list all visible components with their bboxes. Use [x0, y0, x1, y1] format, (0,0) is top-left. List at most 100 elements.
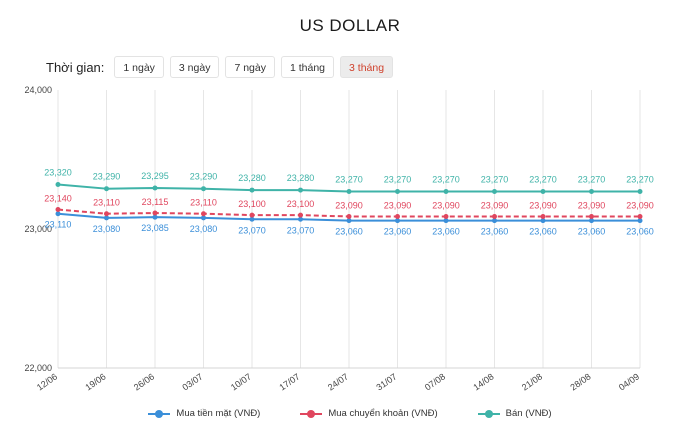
data-label-mua-ti-n-m-t-vn-1: 23,080 — [93, 224, 121, 234]
x-tick-label-2: 26/06 — [132, 371, 156, 392]
data-label-mua-ti-n-m-t-vn-9: 23,060 — [481, 227, 509, 237]
data-label-b-n-vn-10: 23,270 — [529, 174, 557, 184]
legend-item-cash-buy[interactable]: Mua tiền mặt (VNĐ) — [148, 408, 260, 419]
y-tick-label-0: 22,000 — [24, 363, 52, 373]
data-label-mua-ti-n-m-t-vn-12: 23,060 — [626, 227, 654, 237]
period-button-7-days[interactable]: 7 ngày — [225, 56, 275, 78]
data-point-mua-chuy-n-kho-n-vn-6 — [346, 213, 352, 219]
data-point-mua-chuy-n-kho-n-vn-9 — [492, 213, 497, 219]
data-label-mua-chuy-n-kho-n-vn-4: 23,100 — [238, 199, 266, 209]
data-point-mua-chuy-n-kho-n-vn-11 — [589, 213, 594, 219]
data-label-b-n-vn-3: 23,290 — [190, 172, 218, 182]
data-point-mua-ti-n-m-t-vn-12 — [637, 218, 643, 224]
data-label-mua-chuy-n-kho-n-vn-0: 23,140 — [44, 194, 72, 204]
data-point-mua-ti-n-m-t-vn-0 — [55, 211, 61, 217]
legend-swatch-cash-buy — [148, 409, 171, 419]
legend-item-transfer-buy[interactable]: Mua chuyển khoản (VNĐ) — [300, 408, 438, 419]
data-point-mua-ti-n-m-t-vn-5 — [298, 216, 303, 222]
data-label-mua-ti-n-m-t-vn-2: 23,085 — [141, 223, 169, 233]
data-point-b-n-vn-0 — [55, 182, 61, 188]
data-label-b-n-vn-2: 23,295 — [141, 171, 169, 181]
data-label-mua-chuy-n-kho-n-vn-11: 23,090 — [578, 200, 606, 210]
data-point-b-n-vn-3 — [201, 186, 206, 192]
data-point-b-n-vn-1 — [104, 186, 109, 192]
chart-legend: Mua tiền mặt (VNĐ) Mua chuyển khoản (VNĐ… — [0, 408, 700, 419]
data-point-mua-ti-n-m-t-vn-10 — [540, 218, 546, 224]
x-tick-label-9: 14/08 — [471, 371, 495, 392]
data-label-mua-chuy-n-kho-n-vn-1: 23,110 — [93, 198, 120, 208]
x-tick-label-1: 19/06 — [83, 371, 107, 392]
data-label-mua-chuy-n-kho-n-vn-6: 23,090 — [335, 200, 363, 210]
period-selector: Thời gian: 1 ngày 3 ngày 7 ngày 1 tháng … — [46, 55, 394, 79]
x-tick-label-0: 12/06 — [35, 371, 59, 392]
period-label: Thời gian: — [46, 59, 105, 75]
data-point-b-n-vn-10 — [540, 188, 546, 194]
x-tick-label-3: 03/07 — [180, 371, 204, 392]
legend-swatch-sell — [477, 409, 500, 419]
y-tick-label-2: 24,000 — [24, 85, 52, 95]
period-button-3-days[interactable]: 3 ngày — [169, 56, 220, 78]
data-label-mua-chuy-n-kho-n-vn-9: 23,090 — [481, 200, 509, 210]
legend-item-sell[interactable]: Bán (VNĐ) — [477, 408, 552, 419]
x-tick-label-5: 17/07 — [277, 371, 301, 392]
x-tick-label-12: 04/09 — [617, 371, 641, 392]
data-point-mua-ti-n-m-t-vn-9 — [492, 218, 497, 224]
data-label-mua-chuy-n-kho-n-vn-12: 23,090 — [626, 200, 654, 210]
data-point-mua-ti-n-m-t-vn-11 — [589, 218, 594, 224]
period-button-1-month[interactable]: 1 tháng — [280, 56, 335, 78]
data-label-b-n-vn-8: 23,270 — [432, 174, 460, 184]
data-point-mua-ti-n-m-t-vn-3 — [201, 215, 206, 221]
legend-label-cash-buy: Mua tiền mặt (VNĐ) — [176, 408, 261, 419]
x-tick-label-8: 07/08 — [423, 371, 447, 392]
data-point-b-n-vn-5 — [298, 187, 303, 193]
data-point-mua-ti-n-m-t-vn-4 — [249, 216, 255, 222]
legend-label-transfer-buy: Mua chuyển khoản (VNĐ) — [328, 408, 438, 419]
data-point-mua-chuy-n-kho-n-vn-4 — [249, 212, 255, 218]
x-tick-label-10: 21/08 — [520, 371, 544, 392]
data-label-b-n-vn-1: 23,290 — [93, 172, 121, 182]
data-point-mua-chuy-n-kho-n-vn-0 — [55, 207, 61, 213]
data-point-mua-ti-n-m-t-vn-6 — [346, 218, 352, 224]
data-label-mua-chuy-n-kho-n-vn-7: 23,090 — [384, 200, 412, 210]
data-point-mua-ti-n-m-t-vn-1 — [104, 215, 109, 221]
data-point-mua-ti-n-m-t-vn-8 — [443, 218, 449, 224]
data-point-mua-chuy-n-kho-n-vn-12 — [637, 213, 643, 219]
legend-swatch-transfer-buy — [300, 409, 323, 419]
period-button-3-months[interactable]: 3 tháng — [340, 56, 394, 78]
data-point-mua-ti-n-m-t-vn-7 — [395, 218, 400, 224]
data-point-mua-chuy-n-kho-n-vn-7 — [395, 213, 400, 219]
data-label-b-n-vn-6: 23,270 — [335, 174, 363, 184]
x-tick-label-7: 31/07 — [374, 371, 398, 392]
x-tick-label-11: 28/08 — [568, 371, 592, 392]
data-point-b-n-vn-4 — [249, 187, 255, 193]
data-point-b-n-vn-2 — [152, 185, 158, 191]
period-button-1-day[interactable]: 1 ngày — [114, 56, 164, 78]
data-label-b-n-vn-11: 23,270 — [578, 174, 606, 184]
x-tick-label-6: 24/07 — [326, 371, 350, 392]
data-label-mua-ti-n-m-t-vn-4: 23,070 — [238, 225, 266, 235]
data-label-mua-chuy-n-kho-n-vn-5: 23,100 — [287, 199, 315, 209]
data-label-mua-ti-n-m-t-vn-0: 23,110 — [45, 220, 72, 230]
data-label-mua-chuy-n-kho-n-vn-10: 23,090 — [529, 200, 557, 210]
data-point-b-n-vn-9 — [492, 188, 497, 194]
data-point-mua-chuy-n-kho-n-vn-3 — [201, 211, 206, 217]
data-point-mua-chuy-n-kho-n-vn-10 — [540, 213, 546, 219]
data-label-b-n-vn-9: 23,270 — [481, 174, 509, 184]
data-label-mua-ti-n-m-t-vn-7: 23,060 — [384, 227, 412, 237]
data-point-b-n-vn-7 — [395, 188, 400, 194]
data-label-b-n-vn-4: 23,280 — [238, 173, 266, 183]
chart-title: US DOLLAR — [299, 16, 401, 35]
data-point-mua-ti-n-m-t-vn-2 — [152, 214, 158, 220]
data-point-mua-chuy-n-kho-n-vn-1 — [104, 211, 109, 217]
data-point-mua-chuy-n-kho-n-vn-8 — [443, 213, 449, 219]
data-point-mua-chuy-n-kho-n-vn-2 — [152, 210, 158, 216]
x-tick-label-4: 10/07 — [229, 371, 253, 392]
y-tick-label-1: 23,000 — [24, 224, 52, 234]
data-label-mua-ti-n-m-t-vn-3: 23,080 — [190, 224, 218, 234]
data-label-mua-chuy-n-kho-n-vn-8: 23,090 — [432, 200, 460, 210]
data-label-b-n-vn-5: 23,280 — [287, 173, 315, 183]
data-point-b-n-vn-8 — [443, 188, 449, 194]
data-label-b-n-vn-7: 23,270 — [384, 174, 412, 184]
data-label-mua-ti-n-m-t-vn-5: 23,070 — [287, 225, 315, 235]
